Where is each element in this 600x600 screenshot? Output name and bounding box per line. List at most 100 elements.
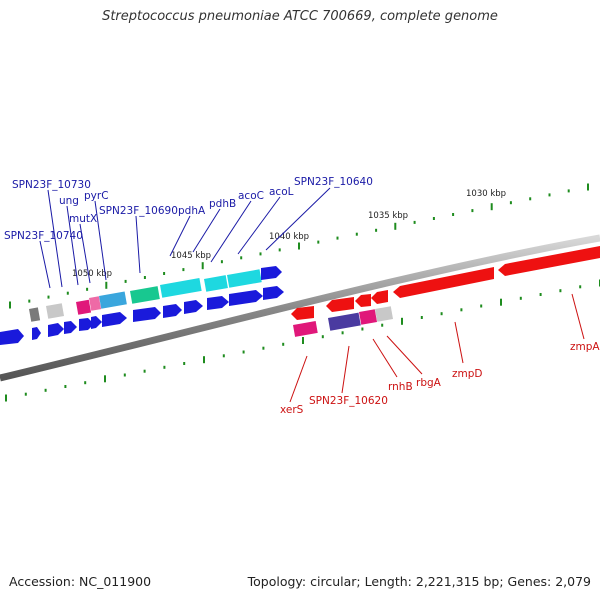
gene-label[interactable]: pyrC bbox=[84, 190, 109, 202]
tick-mark bbox=[143, 276, 146, 279]
gene-forward[interactable] bbox=[64, 321, 77, 334]
gene-forward[interactable] bbox=[163, 304, 182, 318]
gene-forward[interactable] bbox=[99, 291, 127, 309]
gene-forward[interactable] bbox=[261, 266, 282, 280]
gene-forward[interactable] bbox=[75, 299, 92, 315]
tick-mark bbox=[519, 296, 522, 300]
gene-reverse[interactable] bbox=[371, 290, 388, 304]
tick-mark bbox=[182, 268, 185, 272]
tick-mark bbox=[413, 220, 416, 224]
gene-label[interactable]: acoL bbox=[269, 186, 294, 198]
tick-mark bbox=[163, 365, 166, 369]
tick-mark bbox=[44, 388, 47, 392]
forward-genes bbox=[0, 266, 284, 345]
tick-mark bbox=[567, 189, 570, 193]
gene-forward[interactable] bbox=[89, 296, 102, 311]
gene-forward[interactable] bbox=[130, 286, 160, 304]
gene-reverse[interactable] bbox=[355, 294, 371, 307]
gene-label[interactable]: rbgA bbox=[416, 377, 442, 389]
tick-mark bbox=[529, 197, 532, 201]
gene-forward[interactable] bbox=[29, 307, 41, 322]
genome-backbone bbox=[0, 234, 600, 382]
gene-label[interactable]: SPN23F_10740 bbox=[4, 230, 83, 242]
gene-reverse[interactable] bbox=[291, 306, 314, 320]
tick-mark bbox=[47, 295, 50, 299]
tick-mark bbox=[240, 256, 243, 260]
gene-label[interactable]: mutX bbox=[69, 213, 97, 225]
tick-mark bbox=[259, 252, 262, 256]
gene-label[interactable]: acoC bbox=[238, 190, 264, 202]
tick-mark bbox=[432, 217, 435, 220]
gene-forward[interactable] bbox=[226, 269, 262, 288]
gene-label[interactable]: SPN23F_10640 bbox=[294, 176, 373, 188]
tick-mark bbox=[143, 369, 146, 373]
gene-reverse[interactable] bbox=[498, 246, 600, 276]
tick-mark bbox=[64, 385, 67, 388]
gene-reverse[interactable] bbox=[359, 309, 378, 325]
gene-label[interactable]: pdhA bbox=[178, 205, 206, 217]
tick-mark bbox=[394, 222, 397, 230]
tick-label-1040: 1040 kbp bbox=[269, 232, 309, 242]
tick-mark bbox=[242, 350, 245, 354]
gene-forward[interactable] bbox=[204, 275, 228, 292]
tick-mark bbox=[420, 316, 423, 319]
tick-mark bbox=[471, 209, 474, 213]
gene-label[interactable]: rnhB bbox=[388, 381, 413, 393]
gene-label[interactable]: ung bbox=[59, 195, 79, 207]
tick-label-1035: 1035 kbp bbox=[368, 211, 408, 221]
gene-label[interactable]: SPN23F_10690 bbox=[99, 205, 178, 217]
tick-mark bbox=[452, 213, 455, 216]
tick-mark bbox=[105, 281, 108, 289]
tick-mark bbox=[278, 248, 281, 252]
tick-mark bbox=[440, 312, 443, 316]
gene-forward[interactable] bbox=[102, 312, 127, 327]
tick-label-1045: 1045 kbp bbox=[171, 251, 211, 261]
tick-mark bbox=[559, 289, 562, 293]
gene-forward[interactable] bbox=[0, 329, 24, 345]
gene-forward[interactable] bbox=[45, 303, 65, 319]
gene-forward[interactable] bbox=[229, 290, 263, 306]
tick-mark bbox=[539, 293, 542, 296]
gene-forward[interactable] bbox=[32, 327, 41, 340]
gene-label[interactable]: zmpD bbox=[452, 368, 483, 380]
gene-forward[interactable] bbox=[133, 307, 161, 322]
forward-leaders bbox=[39, 187, 331, 289]
tick-mark bbox=[355, 232, 358, 236]
gene-forward[interactable] bbox=[207, 296, 229, 310]
gene-label[interactable]: SPN23F_10620 bbox=[309, 395, 388, 407]
tick-label-1030: 1030 kbp bbox=[466, 189, 506, 199]
tick-mark bbox=[84, 381, 87, 385]
gene-label[interactable]: xerS bbox=[280, 404, 304, 416]
tick-mark bbox=[262, 346, 265, 350]
gene-forward[interactable] bbox=[79, 318, 94, 331]
tick-mark bbox=[86, 287, 89, 291]
gene-reverse[interactable] bbox=[327, 312, 361, 331]
tick-mark bbox=[317, 240, 320, 244]
gene-reverse[interactable] bbox=[293, 321, 318, 337]
gene-forward[interactable] bbox=[184, 300, 203, 314]
gene-reverse[interactable] bbox=[374, 306, 394, 322]
gene-forward[interactable] bbox=[91, 316, 102, 329]
gene-forward[interactable] bbox=[48, 323, 64, 337]
tick-mark bbox=[375, 228, 378, 232]
tick-mark bbox=[123, 373, 126, 377]
tick-mark bbox=[500, 298, 502, 306]
tick-mark bbox=[579, 285, 582, 289]
gene-label[interactable]: zmpA bbox=[570, 341, 600, 353]
tick-mark bbox=[28, 299, 31, 303]
gene-forward[interactable] bbox=[263, 286, 284, 300]
gene-reverse[interactable] bbox=[393, 267, 494, 298]
reverse-leaders bbox=[289, 293, 585, 403]
tick-mark bbox=[298, 242, 300, 250]
tick-mark bbox=[401, 317, 403, 325]
tick-mark bbox=[509, 201, 512, 205]
gene-label[interactable]: SPN23F_10730 bbox=[12, 179, 91, 191]
gene-label[interactable]: pdhB bbox=[209, 198, 236, 210]
tick-mark bbox=[5, 394, 7, 402]
accession-text: Accession: NC_011900 bbox=[9, 574, 152, 589]
gene-reverse[interactable] bbox=[326, 297, 354, 312]
tick-mark bbox=[104, 375, 106, 383]
tick-marks bbox=[5, 183, 600, 402]
gene-forward[interactable] bbox=[160, 278, 202, 298]
